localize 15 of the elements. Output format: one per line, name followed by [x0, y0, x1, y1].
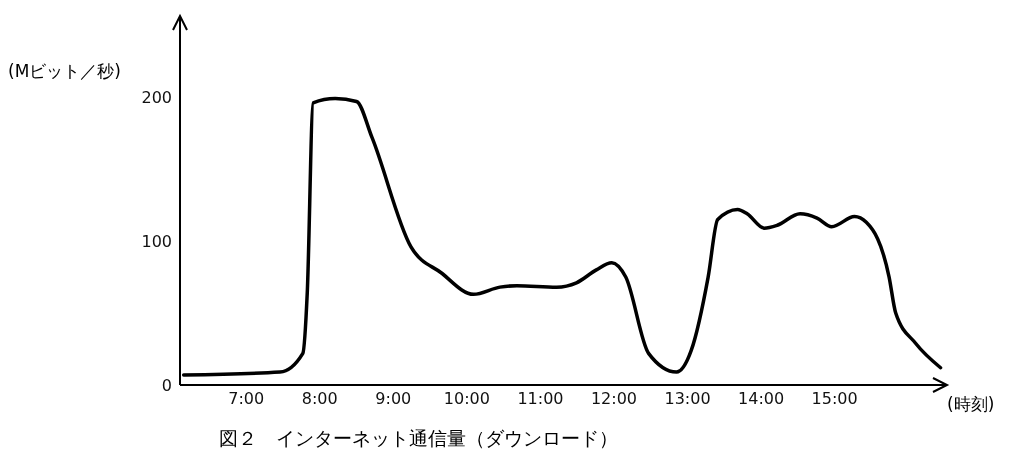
x-tick-label: 11:00 [517, 389, 564, 409]
x-tick-label: 7:00 [228, 389, 265, 409]
x-tick-label: 14:00 [738, 389, 785, 409]
x-tick-label: 10:00 [443, 389, 490, 409]
x-tick-label: 13:00 [664, 389, 711, 409]
x-axis-title: (時刻) [947, 393, 995, 416]
y-axis-title: (Mビット／秒) [8, 60, 121, 83]
x-tick-label: 15:00 [811, 389, 858, 409]
y-tick-label: 0 [161, 375, 172, 395]
y-tick-label: 200 [141, 87, 172, 107]
x-tick-label: 12:00 [590, 389, 638, 409]
text: 図２ インターネット通信量（ダウンロード） [217, 426, 619, 451]
x-tick-label: 9:00 [375, 389, 412, 409]
y-tick-label: 100 [141, 231, 172, 251]
x-tick-label: 8:00 [301, 389, 338, 409]
